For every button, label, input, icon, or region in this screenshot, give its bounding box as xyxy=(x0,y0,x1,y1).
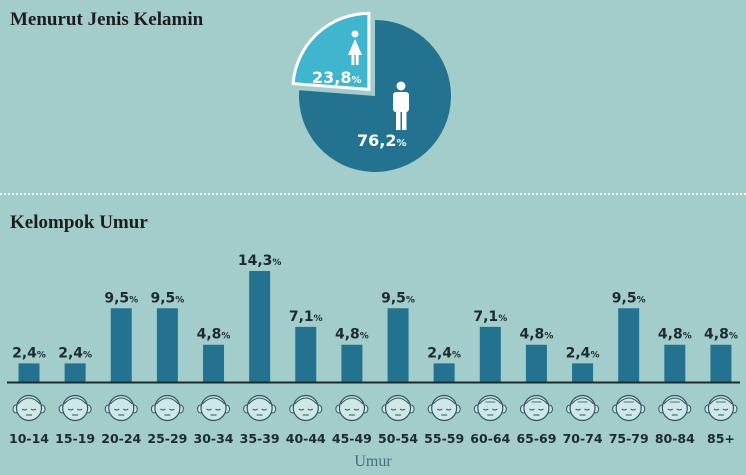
face-icon xyxy=(704,394,738,422)
bar-30-34 xyxy=(203,344,225,382)
bar-75-79 xyxy=(618,308,640,382)
category-label: 40-44 xyxy=(286,431,326,446)
bar-value-label: 2,4% xyxy=(12,345,46,361)
section-divider xyxy=(0,193,746,195)
face-icon xyxy=(427,394,461,422)
bar-45-49 xyxy=(341,344,363,382)
face-icon xyxy=(473,394,507,422)
female-icon xyxy=(348,30,362,65)
face-icon xyxy=(566,394,600,422)
face-icon xyxy=(289,394,323,422)
category-label: 65-69 xyxy=(516,431,556,446)
pie-slice-male xyxy=(298,20,451,172)
bar-value-label: 2,4% xyxy=(58,345,92,361)
pie-label-female: 23,8% xyxy=(312,68,362,87)
bar-value-label: 7,1% xyxy=(289,309,323,325)
face-icon xyxy=(335,394,369,422)
bar-value-label: 4,8% xyxy=(704,327,738,343)
category-label: 85+ xyxy=(707,431,735,446)
category-label: 55-59 xyxy=(424,431,464,446)
category-label: 45-49 xyxy=(332,431,372,446)
bar-15-19 xyxy=(64,363,86,382)
pie-slice-female xyxy=(291,11,371,92)
category-label: 35-39 xyxy=(240,431,280,446)
face-icon xyxy=(197,394,231,422)
bar-20-24 xyxy=(110,308,132,382)
bar-value-label: 2,4% xyxy=(566,345,600,361)
category-label: 10-14 xyxy=(9,431,49,446)
bar-35-39 xyxy=(249,271,271,382)
bar-value-label: 9,5% xyxy=(104,290,138,306)
bar-value-label: 9,5% xyxy=(150,290,184,306)
pie-label-male: 76,2% xyxy=(357,131,407,150)
bar-50-54 xyxy=(387,308,409,382)
bar-value-label: 4,8% xyxy=(520,327,554,343)
bar-value-label: 4,8% xyxy=(197,327,231,343)
category-label: 15-19 xyxy=(55,431,95,446)
bar-55-59 xyxy=(433,363,455,382)
category-label: 60-64 xyxy=(470,431,510,446)
category-label: 30-34 xyxy=(194,431,234,446)
bar-85+ xyxy=(710,344,732,382)
bar-value-label: 4,8% xyxy=(335,327,369,343)
face-icon xyxy=(658,394,692,422)
bar-25-29 xyxy=(156,308,178,382)
bar-40-44 xyxy=(295,326,317,382)
bar-80-84 xyxy=(664,344,686,382)
bar-value-label: 4,8% xyxy=(658,327,692,343)
face-icon xyxy=(612,394,646,422)
bar-60-64 xyxy=(479,326,501,382)
bar-value-label: 7,1% xyxy=(473,309,507,325)
age-section-title: Kelompok Umur xyxy=(10,212,148,233)
gender-section-title: Menurut Jenis Kelamin xyxy=(10,9,204,30)
bar-value-label: 9,5% xyxy=(381,290,415,306)
male-icon xyxy=(393,81,409,130)
face-icon xyxy=(243,394,277,422)
bar-value-label: 9,5% xyxy=(612,290,646,306)
category-label: 50-54 xyxy=(378,431,418,446)
category-label: 20-24 xyxy=(101,431,141,446)
x-axis-label: Umur xyxy=(354,453,392,470)
bar-65-69 xyxy=(525,344,547,382)
face-icon xyxy=(104,394,138,422)
bar-value-label: 14,3% xyxy=(238,253,282,269)
category-label: 70-74 xyxy=(563,431,603,446)
face-icon xyxy=(381,394,415,422)
bar-70-74 xyxy=(572,363,594,382)
bar-10-14 xyxy=(18,363,40,382)
face-icon xyxy=(150,394,184,422)
category-label: 80-84 xyxy=(655,431,695,446)
gender-pie-chart: 76,2% 23,8% xyxy=(291,11,451,172)
category-label: 25-29 xyxy=(147,431,187,446)
bar-value-label: 2,4% xyxy=(427,345,461,361)
face-icon xyxy=(519,394,553,422)
face-icon xyxy=(12,394,46,422)
category-label: 75-79 xyxy=(609,431,649,446)
face-icon xyxy=(58,394,92,422)
